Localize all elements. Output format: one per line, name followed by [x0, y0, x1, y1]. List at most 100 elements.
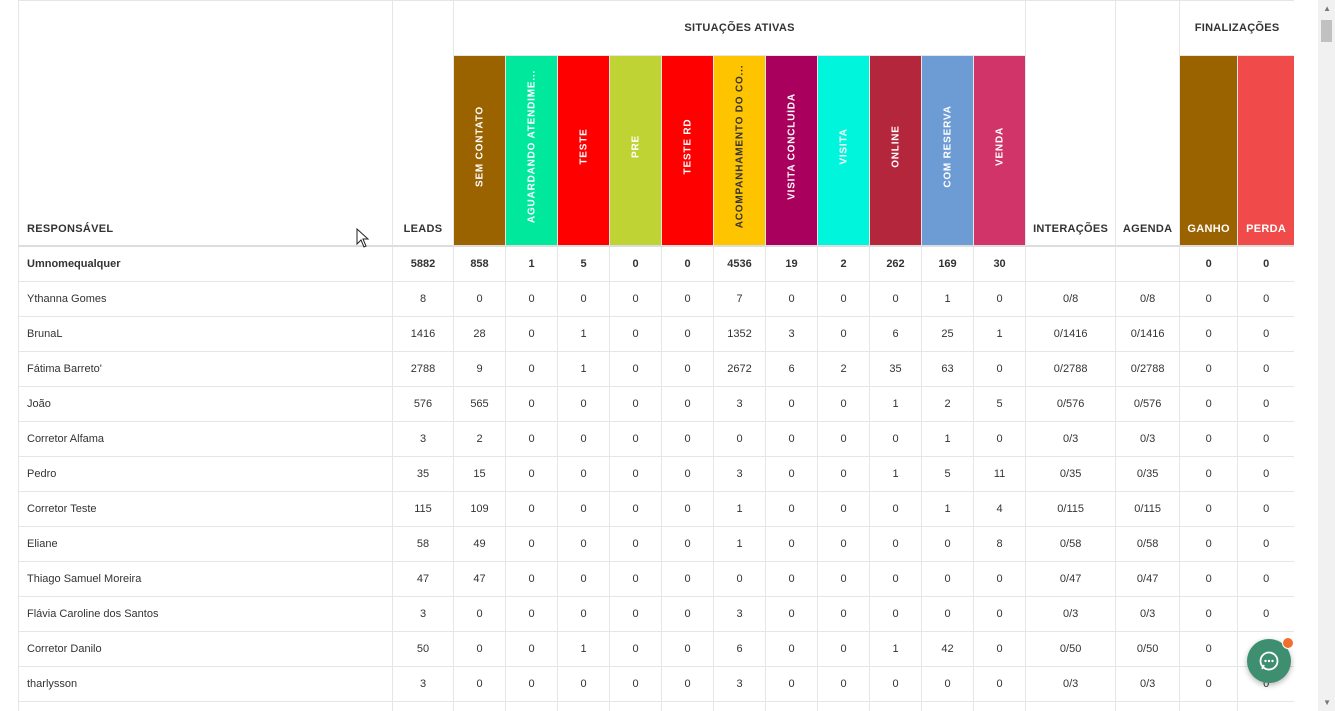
table-row[interactable]: BrunaL 1416 28 0 1 0 0 1352 3 0 6 25 1 0/1416 0/1416 0 0 [18, 316, 1294, 352]
cell-status: 1 [869, 631, 922, 667]
cell-interacoes: 0/3 [1025, 666, 1117, 702]
table-row[interactable]: Fátima Barreto' 2788 9 0 1 0 0 2672 6 2 35 63 0 0/278… [18, 351, 1294, 387]
table-row[interactable]: Corretor Demo4000002000200/40/400 [18, 701, 1294, 711]
cell-agenda: 0/1416 [1115, 316, 1181, 352]
cell-perda: 0 [1237, 351, 1294, 387]
cell-agenda: 0/115 [1115, 491, 1181, 527]
cell-status: 0 [505, 281, 558, 317]
final-col-1[interactable]: PERDA [1237, 55, 1294, 247]
col-agenda[interactable]: AGENDA [1115, 0, 1181, 247]
table-row[interactable]: Eliane 58 49 0 0 0 0 1 0 0 0 0 8 0/58 0/58 0 0 [18, 526, 1294, 562]
cell-perda: 0 [1237, 245, 1294, 282]
cell-perda: 0 [1237, 526, 1294, 562]
scrollbar-thumb[interactable] [1321, 20, 1332, 42]
cell-status: 0 [453, 666, 506, 702]
table-body: Umnomequalquer 5882 858 1 5 0 0 4536 19 2 262 169 30… [18, 245, 1294, 711]
status-col-2[interactable]: TESTE [557, 55, 610, 247]
cell-agenda: 0/3 [1115, 596, 1181, 632]
status-col-3[interactable]: PRE [609, 55, 662, 247]
cell-status: 0 [661, 561, 714, 597]
col-responsavel[interactable]: RESPONSÁVEL [18, 0, 393, 247]
cell-agenda: 0/3 [1115, 666, 1181, 702]
cell-leads: 5882 [392, 245, 454, 282]
cell-status: 1 [921, 281, 974, 317]
status-label: SEM CONTATO [474, 105, 485, 188]
final-col-0[interactable]: GANHO [1179, 55, 1239, 247]
status-col-10[interactable]: VENDA [972, 55, 1027, 247]
status-col-6[interactable]: VISITA CONCLUÍDA [765, 55, 818, 247]
status-col-0[interactable]: SEM CONTATO [453, 55, 506, 247]
cell-status: 0 [661, 316, 714, 352]
mouse-pointer-icon [356, 228, 370, 248]
cell-leads: 3 [392, 666, 454, 702]
cell-status: 0 [869, 701, 922, 711]
cell-status: 0 [817, 526, 870, 562]
cell-status: 0 [817, 596, 870, 632]
cell-agenda: 0/58 [1115, 526, 1181, 562]
cell-status: 1 [557, 316, 610, 352]
cell-perda: 0 [1237, 316, 1294, 352]
status-col-1[interactable]: AGUARDANDO ATENDIME... [505, 55, 558, 247]
table-row[interactable]: Umnomequalquer 5882 858 1 5 0 0 4536 19 2 262 169 30… [18, 245, 1294, 282]
cell-status: 0 [921, 561, 974, 597]
cell-status: 0 [817, 491, 870, 527]
table-row[interactable]: Ythanna Gomes 8 0 0 0 0 0 7 0 0 0 1 0 0/8 0/8 0 0 [18, 281, 1294, 317]
cell-status: 0 [921, 666, 974, 702]
cell-interacoes: 0/58 [1025, 526, 1117, 562]
scroll-up-arrow-icon[interactable]: ▲ [1323, 4, 1331, 13]
cell-status: 3 [713, 386, 766, 422]
table-row[interactable]: João 576 565 0 0 0 0 3 0 0 1 2 5 0/576 0/576 0 0 [18, 386, 1294, 422]
cell-ganho: 0 [1179, 351, 1239, 387]
cell-ganho: 0 [1179, 526, 1239, 562]
status-label: ONLINE [890, 125, 901, 168]
group-finalizacoes: FINALIZAÇÕES [1179, 0, 1294, 56]
cell-responsavel: Fátima Barreto' [18, 351, 393, 387]
cell-agenda: 0/47 [1115, 561, 1181, 597]
cell-status: 1 [869, 386, 922, 422]
cell-agenda: 0/2788 [1115, 351, 1181, 387]
status-label: TESTE [578, 128, 589, 165]
table-row[interactable]: Thiago Samuel Moreira 47 47 0 0 0 0 0 0 0 0 0 0 0/47 0… [18, 561, 1294, 597]
table-row[interactable]: tharlysson 3 0 0 0 0 0 3 0 0 0 0 0 0/3 0/3 0 0 [18, 666, 1294, 702]
cell-status: 0 [972, 421, 1027, 457]
cell-status: 0 [661, 631, 714, 667]
cell-status: 5 [557, 245, 610, 282]
table-row[interactable]: Flávia Caroline dos Santos 3 0 0 0 0 0 3 0 0 0 0 0 0/… [18, 596, 1294, 632]
cell-ganho: 0 [1179, 596, 1239, 632]
cell-perda: 0 [1237, 596, 1294, 632]
cell-interacoes [1025, 245, 1117, 282]
cell-status: 2 [921, 386, 974, 422]
cell-status: 0 [972, 666, 1027, 702]
cell-responsavel: Flávia Caroline dos Santos [18, 596, 393, 632]
cell-status: 0 [661, 596, 714, 632]
cell-status: 0 [713, 561, 766, 597]
status-col-8[interactable]: ONLINE [869, 55, 922, 247]
status-col-7[interactable]: VISITA [817, 55, 870, 247]
status-col-9[interactable]: COM RESERVA [921, 55, 974, 247]
scroll-down-arrow-icon[interactable]: ▼ [1323, 698, 1331, 707]
cell-ganho: 0 [1179, 281, 1239, 317]
cell-status: 2 [453, 421, 506, 457]
cell-status: 0 [609, 596, 662, 632]
status-col-4[interactable]: TESTE RD [661, 55, 714, 247]
cell-status: 0 [505, 456, 558, 492]
table-row[interactable]: Corretor Alfama 3 2 0 0 0 0 0 0 0 0 1 0 0/3 0/3 0 0 [18, 421, 1294, 457]
status-col-5[interactable]: ACOMPANHAMENTO DO CO... [713, 55, 766, 247]
table-row[interactable]: Corretor Teste 115 109 0 0 0 0 1 0 0 0 1 4 0/115 0/115… [18, 491, 1294, 527]
cell-status: 4 [972, 491, 1027, 527]
cell-status: 1 [557, 631, 610, 667]
cell-status: 858 [453, 245, 506, 282]
col-leads[interactable]: LEADS [392, 0, 454, 247]
cell-status: 0 [453, 596, 506, 632]
cell-status: 0 [869, 526, 922, 562]
status-header-row: SEM CONTATO AGUARDANDO ATENDIME... TESTE PR… [19, 55, 1294, 247]
cell-status: 11 [972, 456, 1027, 492]
cell-ganho: 0 [1179, 631, 1239, 667]
table-row[interactable]: Pedro 35 15 0 0 0 0 3 0 0 1 5 11 0/35 0/35 0 0 [18, 456, 1294, 492]
col-interacoes[interactable]: INTERAÇÕES [1025, 0, 1117, 247]
cell-perda: 0 [1237, 701, 1294, 711]
cell-status: 0 [557, 386, 610, 422]
status-label: TESTE RD [682, 118, 693, 175]
vertical-scrollbar[interactable]: ▲ ▼ [1318, 0, 1335, 711]
